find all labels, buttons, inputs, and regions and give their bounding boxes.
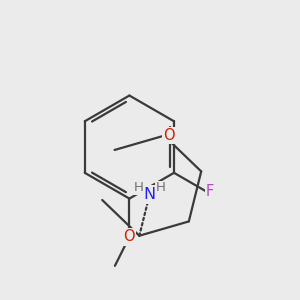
Text: H: H (134, 181, 143, 194)
Text: O: O (124, 230, 135, 244)
Text: N: N (144, 187, 156, 202)
Text: O: O (164, 128, 175, 143)
Text: H: H (156, 181, 166, 194)
Text: F: F (206, 184, 214, 200)
